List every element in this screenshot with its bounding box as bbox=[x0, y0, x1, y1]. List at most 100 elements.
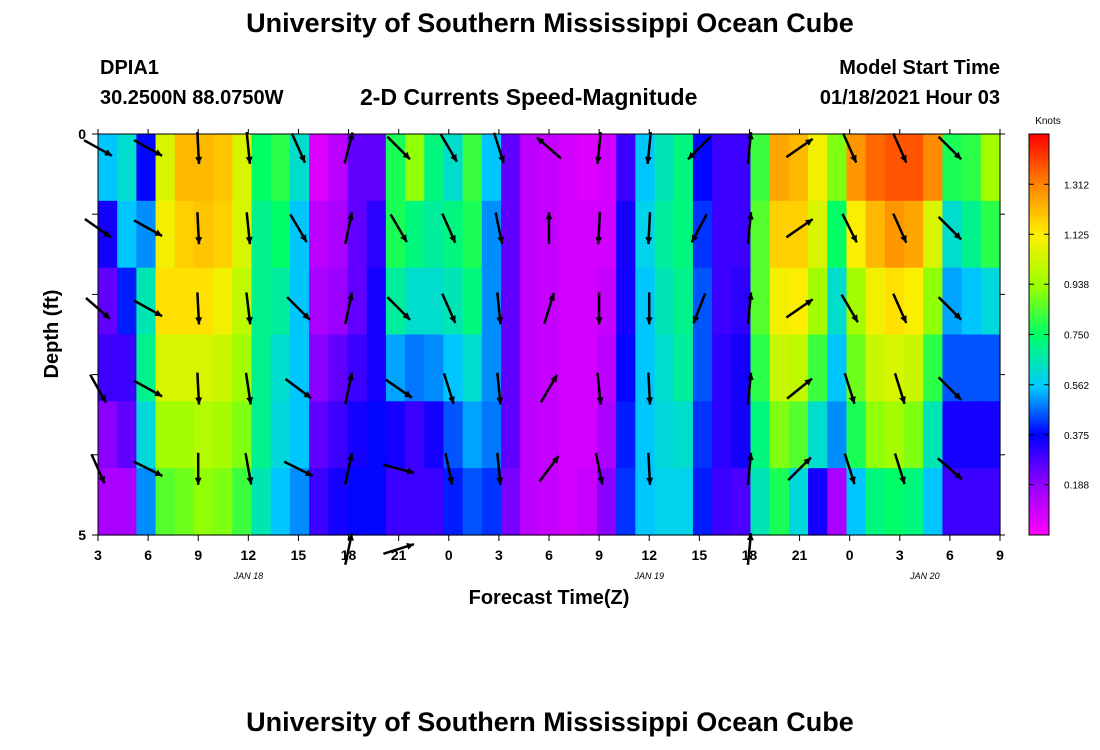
heat-cell bbox=[366, 200, 387, 269]
heat-cell bbox=[731, 200, 752, 269]
heat-cell bbox=[616, 134, 636, 202]
current-arrow bbox=[133, 139, 163, 157]
heat-cell bbox=[481, 334, 502, 402]
current-arrow bbox=[786, 377, 813, 400]
current-arrow bbox=[937, 135, 963, 161]
heat-cell bbox=[577, 267, 598, 336]
heat-cell bbox=[443, 468, 464, 536]
heat-cell bbox=[213, 468, 233, 536]
heat-cell bbox=[328, 200, 349, 269]
current-arrow bbox=[494, 212, 505, 245]
heat-cell bbox=[558, 334, 579, 402]
heat-cell bbox=[731, 267, 752, 336]
heat-cell bbox=[328, 468, 349, 536]
x-axis-title: Forecast Time(Z) bbox=[469, 587, 630, 609]
heat-cell bbox=[155, 468, 176, 536]
heat-cell bbox=[980, 401, 1001, 469]
heat-cell bbox=[577, 401, 598, 469]
heat-cell bbox=[98, 468, 118, 536]
heat-cell bbox=[731, 401, 752, 469]
heat-cell bbox=[117, 267, 137, 336]
heat-cell bbox=[117, 134, 137, 202]
heat-cell bbox=[788, 334, 809, 402]
x-tick-label: 21 bbox=[391, 547, 407, 563]
heat-cell bbox=[865, 401, 886, 469]
heat-cell bbox=[405, 134, 425, 202]
heat-cell bbox=[232, 468, 253, 536]
heat-cell bbox=[289, 267, 310, 336]
heat-cell bbox=[251, 468, 272, 536]
current-arrow bbox=[785, 218, 814, 239]
heat-cell bbox=[232, 134, 253, 202]
heat-cell bbox=[731, 468, 752, 536]
heat-cell bbox=[481, 134, 502, 202]
current-arrow bbox=[383, 543, 415, 555]
current-arrow bbox=[133, 379, 163, 398]
heat-cell bbox=[865, 267, 886, 336]
heat-cell bbox=[193, 200, 214, 269]
current-arrow bbox=[746, 131, 754, 165]
heat-cell bbox=[520, 334, 540, 402]
heat-cell bbox=[788, 468, 809, 536]
current-arrow bbox=[284, 378, 312, 400]
heat-cell bbox=[213, 401, 233, 469]
heat-cell bbox=[443, 200, 464, 269]
station-id: DPIA1 bbox=[100, 57, 159, 79]
heat-cell bbox=[596, 401, 617, 469]
heat-cell bbox=[424, 334, 445, 402]
heat-cell bbox=[654, 200, 675, 269]
heat-cell bbox=[424, 267, 445, 336]
current-arrow bbox=[645, 212, 653, 245]
colorbar-tick-label: 0.750 bbox=[1064, 331, 1089, 342]
colorbar-tick-label: 0.375 bbox=[1064, 431, 1089, 442]
heat-cell bbox=[366, 267, 387, 336]
heat-cell bbox=[846, 401, 867, 469]
heat-cell bbox=[654, 334, 675, 402]
heat-cell bbox=[174, 401, 195, 469]
heat-cell bbox=[366, 401, 387, 469]
heat-cell bbox=[808, 267, 828, 336]
colorbar-tick-label: 1.312 bbox=[1064, 180, 1089, 191]
heat-cell bbox=[117, 468, 137, 536]
heat-cell bbox=[980, 334, 1001, 402]
x-tick-label: 6 bbox=[144, 547, 152, 563]
heat-cell bbox=[501, 134, 521, 202]
heat-cell bbox=[462, 334, 483, 402]
heat-cell bbox=[673, 200, 694, 269]
heat-cell bbox=[923, 267, 944, 336]
x-tick-label: 15 bbox=[291, 547, 307, 563]
heat-cell bbox=[808, 334, 828, 402]
heat-cell bbox=[117, 401, 137, 469]
heat-cell bbox=[251, 401, 272, 469]
heat-cell bbox=[750, 134, 771, 202]
heat-cell bbox=[443, 334, 464, 402]
heat-cell bbox=[616, 401, 636, 469]
heat-cell bbox=[232, 267, 253, 336]
heat-cell bbox=[635, 468, 656, 536]
axes: 3 6 9 12 15 18 21 0 3 6 9 12 15 18 21 0 3 6 9 JAN 18 JAN 19 J… bbox=[78, 126, 1005, 581]
current-arrow bbox=[687, 135, 712, 161]
heat-cell bbox=[923, 334, 944, 402]
heat-cell bbox=[213, 200, 233, 269]
heat-cell bbox=[865, 200, 886, 269]
heat-cell bbox=[692, 200, 713, 269]
current-arrow bbox=[283, 460, 314, 478]
current-arrow bbox=[382, 463, 415, 475]
heat-cell bbox=[539, 134, 560, 202]
heat-cell bbox=[174, 468, 195, 536]
colorbar-tick-label: 0.562 bbox=[1064, 381, 1089, 392]
heat-cell bbox=[155, 334, 176, 402]
heat-cell bbox=[769, 401, 790, 469]
heat-cell bbox=[769, 334, 790, 402]
current-arrow bbox=[841, 213, 858, 244]
date-label: JAN 20 bbox=[909, 571, 940, 581]
heat-cell bbox=[462, 401, 483, 469]
heat-cell bbox=[520, 134, 540, 202]
heat-cell bbox=[443, 401, 464, 469]
heat-cell bbox=[635, 334, 656, 402]
heat-cell bbox=[577, 334, 598, 402]
heat-cell bbox=[750, 334, 771, 402]
heat-cell bbox=[481, 200, 502, 269]
heat-cell bbox=[712, 334, 732, 402]
x-tick-label: 0 bbox=[445, 547, 453, 563]
